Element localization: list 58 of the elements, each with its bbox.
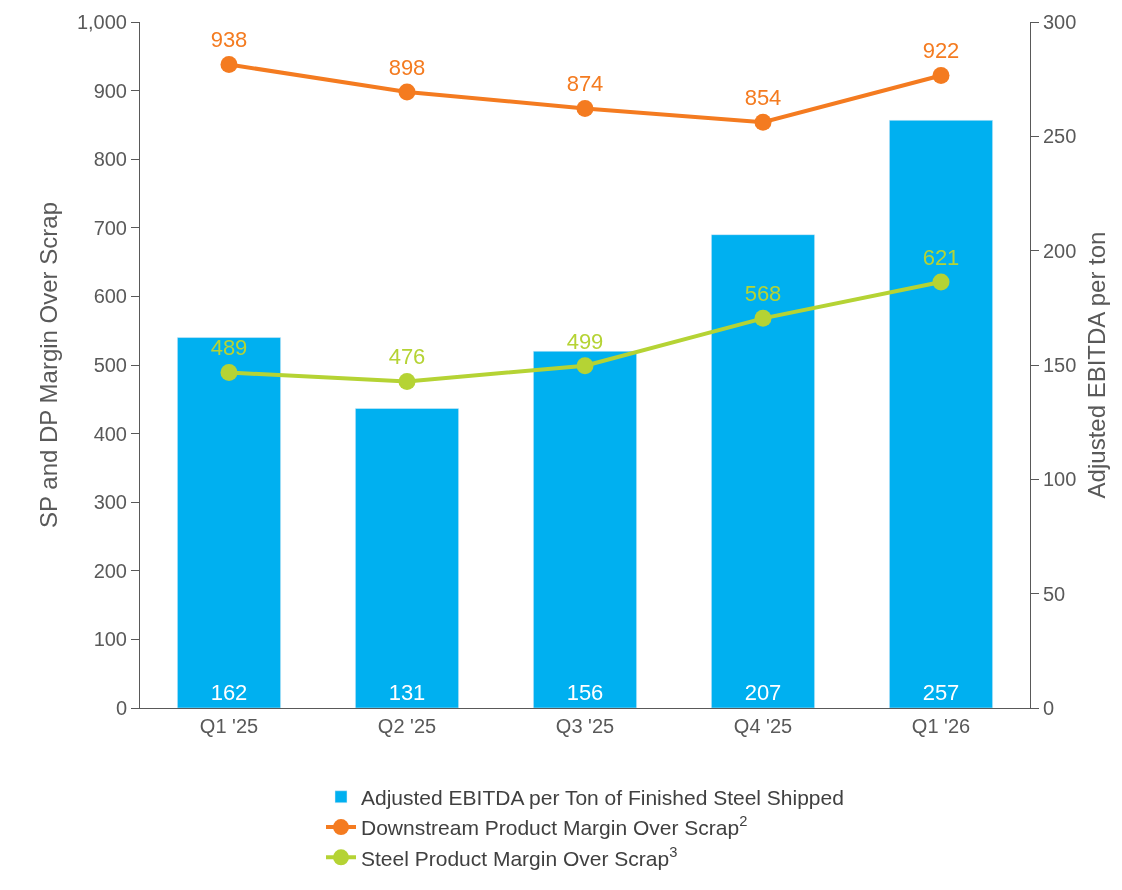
bar <box>177 337 281 708</box>
data-label: 854 <box>744 85 782 111</box>
y2-axis-title: Adjusted EBITDA per ton <box>1082 231 1110 499</box>
point <box>754 309 772 327</box>
data-label: 568 <box>744 281 782 307</box>
legend-label: Steel Product Margin Over Scrap$^{3}$ <box>361 843 678 870</box>
y-axis-title: SP and DP Margin Over Scrap <box>35 202 63 528</box>
data-label: 131 <box>388 680 426 705</box>
y-tick-label: 600 <box>93 285 127 308</box>
y2-tick-label: 50 <box>1043 582 1066 605</box>
point <box>220 364 238 382</box>
legend-label: Adjusted EBITDA per Ton of Finished Steel Shipped <box>361 785 844 809</box>
bar <box>355 408 459 708</box>
data-label: 499 <box>566 328 604 354</box>
point <box>754 113 772 131</box>
bar <box>533 351 637 708</box>
data-label: 207 <box>744 680 782 705</box>
y-tick-label: 700 <box>93 216 127 239</box>
y2-tick-label: 0 <box>1043 697 1055 719</box>
legend-label: Downstream Product Margin Over Scrap$^{2}$ <box>361 813 748 840</box>
y-tick-label: 400 <box>93 422 127 445</box>
data-label: 938 <box>210 27 248 53</box>
x-tick-label: Q3 '25 <box>555 715 615 737</box>
point <box>576 357 594 375</box>
y-tick-label: 900 <box>93 79 127 102</box>
data-label: 476 <box>388 344 426 370</box>
data-label: 898 <box>388 54 426 80</box>
data-label: 156 <box>566 680 604 705</box>
y-tick-label: 0 <box>115 697 127 719</box>
y2-tick-label: 100 <box>1043 468 1077 491</box>
point <box>932 67 950 84</box>
point <box>398 372 416 390</box>
data-label: 621 <box>922 244 960 270</box>
y-tick-label: 1,000 <box>76 11 127 33</box>
y-tick-label: 500 <box>93 354 127 376</box>
point <box>220 56 238 74</box>
y-tick-label: 200 <box>93 559 127 582</box>
y2-tick-label: 150 <box>1043 354 1077 376</box>
y2-tick-label: 250 <box>1043 125 1077 148</box>
x-tick-label: Q1 '26 <box>911 715 971 737</box>
bar <box>889 120 993 708</box>
data-label: 162 <box>210 680 248 705</box>
point <box>398 83 416 101</box>
point <box>576 99 594 117</box>
x-tick-label: Q4 '25 <box>733 715 793 737</box>
data-label: 874 <box>566 71 604 97</box>
data-label: 922 <box>922 38 960 64</box>
y-tick-label: 800 <box>93 148 127 171</box>
x-tick-label: Q2 '25 <box>377 715 437 737</box>
y2-tick-label: 300 <box>1043 11 1077 33</box>
y-tick-label: 100 <box>93 628 127 651</box>
data-label: 257 <box>922 680 960 705</box>
x-tick-label: Q1 '25 <box>199 715 259 737</box>
y-tick-label: 300 <box>93 491 127 514</box>
data-label: 489 <box>210 335 248 361</box>
point <box>932 273 950 291</box>
y2-tick-label: 200 <box>1043 239 1077 262</box>
bar <box>711 234 815 708</box>
